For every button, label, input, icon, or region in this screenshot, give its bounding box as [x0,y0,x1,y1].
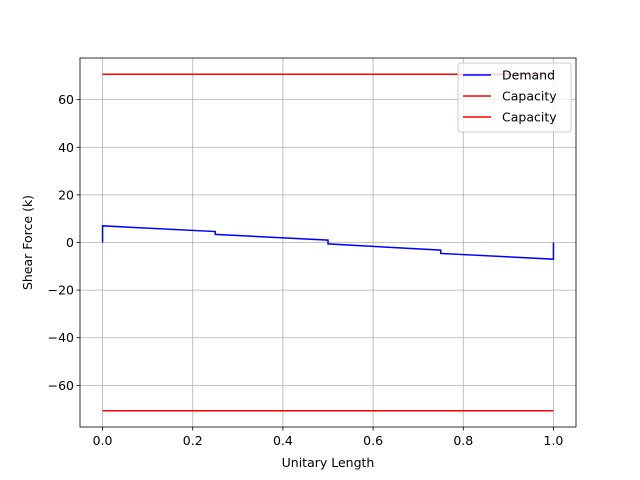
y-tick-label: 40 [58,140,74,155]
axis-ticks: 0.0 0.2 0.4 0.6 0.8 1.0 60 40 20 0 −20 −40 −60 [48,92,564,448]
x-tick-label: 0.6 [363,433,383,448]
y-tick-label: 60 [58,92,74,107]
x-tick-label: 0.4 [273,433,293,448]
x-tick-label: 0.8 [453,433,473,448]
legend-label: Capacity [502,89,557,104]
y-tick-label: −20 [48,283,74,298]
y-tick-label: −40 [48,330,74,345]
x-tick-label: 0.0 [93,433,113,448]
legend-label: Demand [502,68,555,83]
x-tick-label: 0.2 [183,433,203,448]
y-tick-label: −60 [48,378,74,393]
series-line-demand-0 [101,225,555,260]
legend-label: Capacity [502,110,557,125]
legend-box [457,62,572,133]
y-axis-label: Shear Force (k) [20,195,35,290]
x-axis-label: Unitary Length [282,455,375,470]
y-tick-label: 20 [58,187,74,202]
legend: Demand Capacity Capacity [457,62,572,133]
y-tick-label: 0 [66,235,74,250]
x-tick-label: 1.0 [544,433,564,448]
